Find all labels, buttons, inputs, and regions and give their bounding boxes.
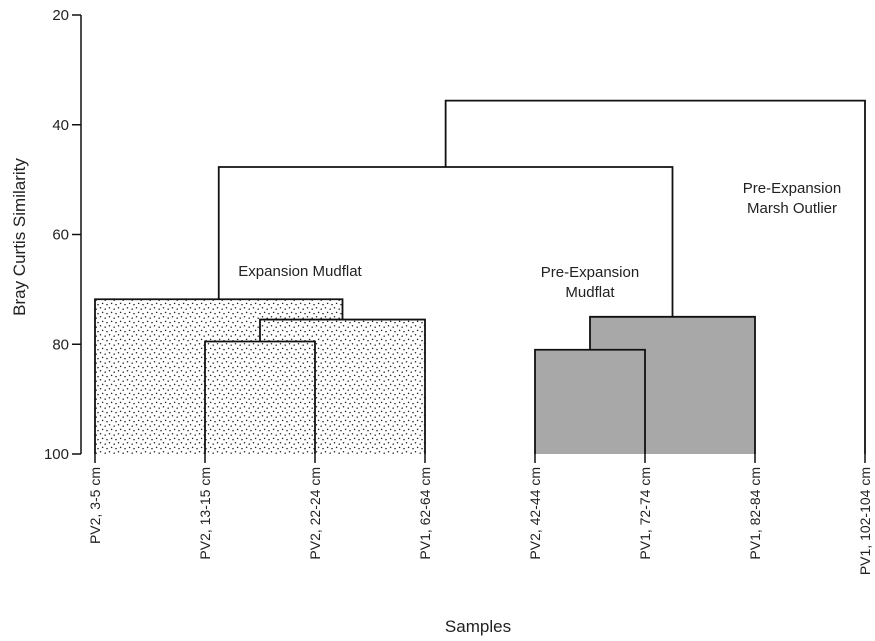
sample-label: PV2, 22-24 cm xyxy=(307,467,323,560)
annotation-line: Mudflat xyxy=(565,284,615,301)
y-tick-label: 40 xyxy=(52,117,69,134)
annotation-line: Pre-Expansion xyxy=(541,264,639,281)
sample-label: PV1, 102-104 cm xyxy=(857,467,873,575)
sample-label: PV1, 72-74 cm xyxy=(637,467,653,560)
y-axis-title: Bray Curtis Similarity xyxy=(10,158,29,316)
sample-label: PV1, 82-84 cm xyxy=(747,467,763,560)
dendrogram-link-G xyxy=(444,99,866,454)
y-tick-label: 100 xyxy=(44,446,69,463)
y-tick-label: 80 xyxy=(52,336,69,353)
dendrogram-link-C xyxy=(94,298,344,454)
annotation-line: Marsh Outlier xyxy=(747,200,837,217)
cluster-fill-C xyxy=(95,299,343,454)
annotation-pre-expansion-mudflat: Pre-Expansion Mudflat xyxy=(541,264,639,301)
annotation-marsh-outlier: Pre-Expansion Marsh Outlier xyxy=(743,180,841,217)
sample-label: PV2, 13-15 cm xyxy=(197,467,213,560)
y-tick-label: 20 xyxy=(52,7,69,24)
annotation-line: Pre-Expansion xyxy=(743,180,841,197)
cluster-fill-E xyxy=(590,316,755,454)
sample-label: PV2, 3-5 cm xyxy=(87,467,103,544)
dendrogram-link-E xyxy=(589,315,756,454)
sample-label: PV1, 62-64 cm xyxy=(417,467,433,560)
y-tick-label: 60 xyxy=(52,227,69,244)
x-axis-title: Samples xyxy=(445,617,511,636)
sample-label: PV2, 42-44 cm xyxy=(527,467,543,560)
annotation-line: Expansion Mudflat xyxy=(238,263,362,280)
dendrogram-link-F xyxy=(217,166,674,317)
annotation-expansion-mudflat: Expansion Mudflat xyxy=(238,263,362,280)
